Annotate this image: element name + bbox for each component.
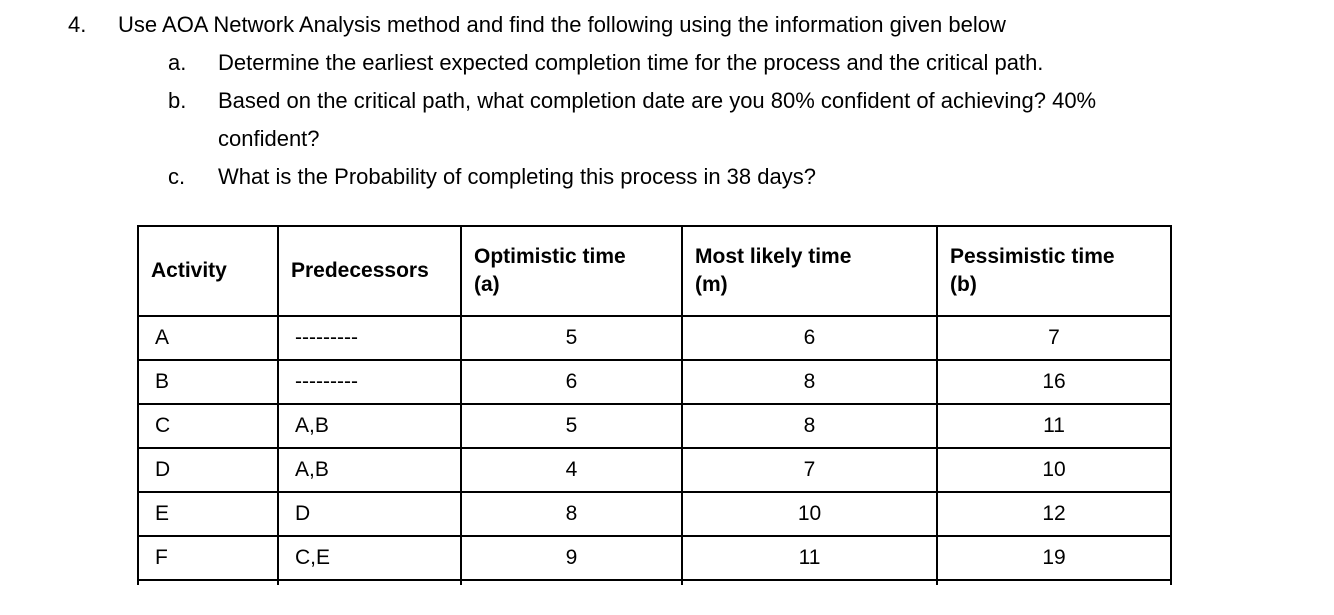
- activity-table-body: A --------- 5 6 7 B --------- 6 8 16 C A…: [137, 315, 1172, 585]
- sub-item-c-text: What is the Probability of completing th…: [218, 158, 1318, 196]
- header-most-likely-title: Most likely time: [695, 245, 852, 268]
- question-line: 4. Use AOA Network Analysis method and f…: [68, 6, 1318, 44]
- sub-item-c-label: c.: [168, 164, 186, 189]
- question-block: 4. Use AOA Network Analysis method and f…: [68, 6, 1318, 196]
- cell-predecessors: ---------: [277, 359, 462, 405]
- header-activity-title: Activity: [151, 259, 227, 282]
- sub-item-a-line: Determine the earliest expected completi…: [218, 50, 1044, 75]
- table-row: C A,B 5 8 11: [137, 403, 1172, 449]
- cell-activity: B: [137, 359, 279, 405]
- cut-off-cell: [137, 579, 279, 585]
- header-pessimistic-sub: (b): [950, 273, 977, 296]
- sub-item-c-line: What is the Probability of completing th…: [218, 164, 816, 189]
- header-predecessors-title: Predecessors: [291, 259, 429, 282]
- cell-predecessors: ---------: [277, 315, 462, 361]
- cell-most-likely: 8: [681, 359, 938, 405]
- activity-table-header: Activity Predecessors Optimistic time (a…: [137, 225, 1172, 317]
- header-optimistic-title: Optimistic time: [474, 245, 626, 268]
- question-text: Use AOA Network Analysis method and find…: [118, 12, 1006, 37]
- header-predecessors: Predecessors: [277, 225, 462, 317]
- table-row: E D 8 10 12: [137, 491, 1172, 537]
- cut-off-cell: [277, 579, 462, 585]
- cell-activity: F: [137, 535, 279, 581]
- cell-pessimistic: 11: [936, 403, 1172, 449]
- cell-most-likely: 10: [681, 491, 938, 537]
- cell-activity: A: [137, 315, 279, 361]
- cut-off-row: [137, 579, 1172, 585]
- cell-activity: D: [137, 447, 279, 493]
- cell-optimistic: 4: [460, 447, 683, 493]
- cell-activity: E: [137, 491, 279, 537]
- cell-predecessors: A,B: [277, 447, 462, 493]
- cell-predecessors: C,E: [277, 535, 462, 581]
- sub-item-a-label: a.: [168, 50, 187, 75]
- header-optimistic-sub: (a): [474, 273, 500, 296]
- cell-most-likely: 8: [681, 403, 938, 449]
- header-row: Activity Predecessors Optimistic time (a…: [137, 225, 1172, 317]
- table-row: F C,E 9 11 19: [137, 535, 1172, 581]
- header-most-likely-time: Most likely time (m): [681, 225, 938, 317]
- cell-pessimistic: 12: [936, 491, 1172, 537]
- cell-activity: C: [137, 403, 279, 449]
- cell-pessimistic: 7: [936, 315, 1172, 361]
- cut-off-cell: [936, 579, 1172, 585]
- cell-optimistic: 8: [460, 491, 683, 537]
- table-row: D A,B 4 7 10: [137, 447, 1172, 493]
- header-pessimistic-time: Pessimistic time (b): [936, 225, 1172, 317]
- cell-optimistic: 5: [460, 315, 683, 361]
- cell-optimistic: 9: [460, 535, 683, 581]
- question-number: 4.: [68, 12, 87, 37]
- sub-item-b: b. Based on the critical path, what comp…: [168, 82, 1318, 158]
- table-row: B --------- 6 8 16: [137, 359, 1172, 405]
- cut-off-cell: [681, 579, 938, 585]
- cell-predecessors: A,B: [277, 403, 462, 449]
- sub-item-a: a. Determine the earliest expected compl…: [168, 44, 1318, 82]
- table-row: A --------- 5 6 7: [137, 315, 1172, 361]
- header-most-likely-sub: (m): [695, 273, 728, 296]
- sub-item-b-line-2: confident?: [218, 126, 320, 151]
- cell-most-likely: 6: [681, 315, 938, 361]
- cell-most-likely: 7: [681, 447, 938, 493]
- cell-most-likely: 11: [681, 535, 938, 581]
- cell-optimistic: 6: [460, 359, 683, 405]
- sub-item-b-text: Based on the critical path, what complet…: [218, 82, 1318, 158]
- cell-optimistic: 5: [460, 403, 683, 449]
- header-optimistic-time: Optimistic time (a): [460, 225, 683, 317]
- sub-item-list: a. Determine the earliest expected compl…: [168, 44, 1318, 196]
- activity-table: Activity Predecessors Optimistic time (a…: [137, 225, 1172, 585]
- cut-off-cell: [460, 579, 683, 585]
- cell-pessimistic: 16: [936, 359, 1172, 405]
- sub-item-b-label: b.: [168, 88, 187, 113]
- header-activity: Activity: [137, 225, 279, 317]
- sub-item-a-text: Determine the earliest expected completi…: [218, 44, 1318, 82]
- sub-item-c: c. What is the Probability of completing…: [168, 158, 1318, 196]
- cell-predecessors: D: [277, 491, 462, 537]
- cell-pessimistic: 19: [936, 535, 1172, 581]
- cell-pessimistic: 10: [936, 447, 1172, 493]
- header-pessimistic-title: Pessimistic time: [950, 245, 1115, 268]
- sub-item-b-line-1: Based on the critical path, what complet…: [218, 88, 1097, 113]
